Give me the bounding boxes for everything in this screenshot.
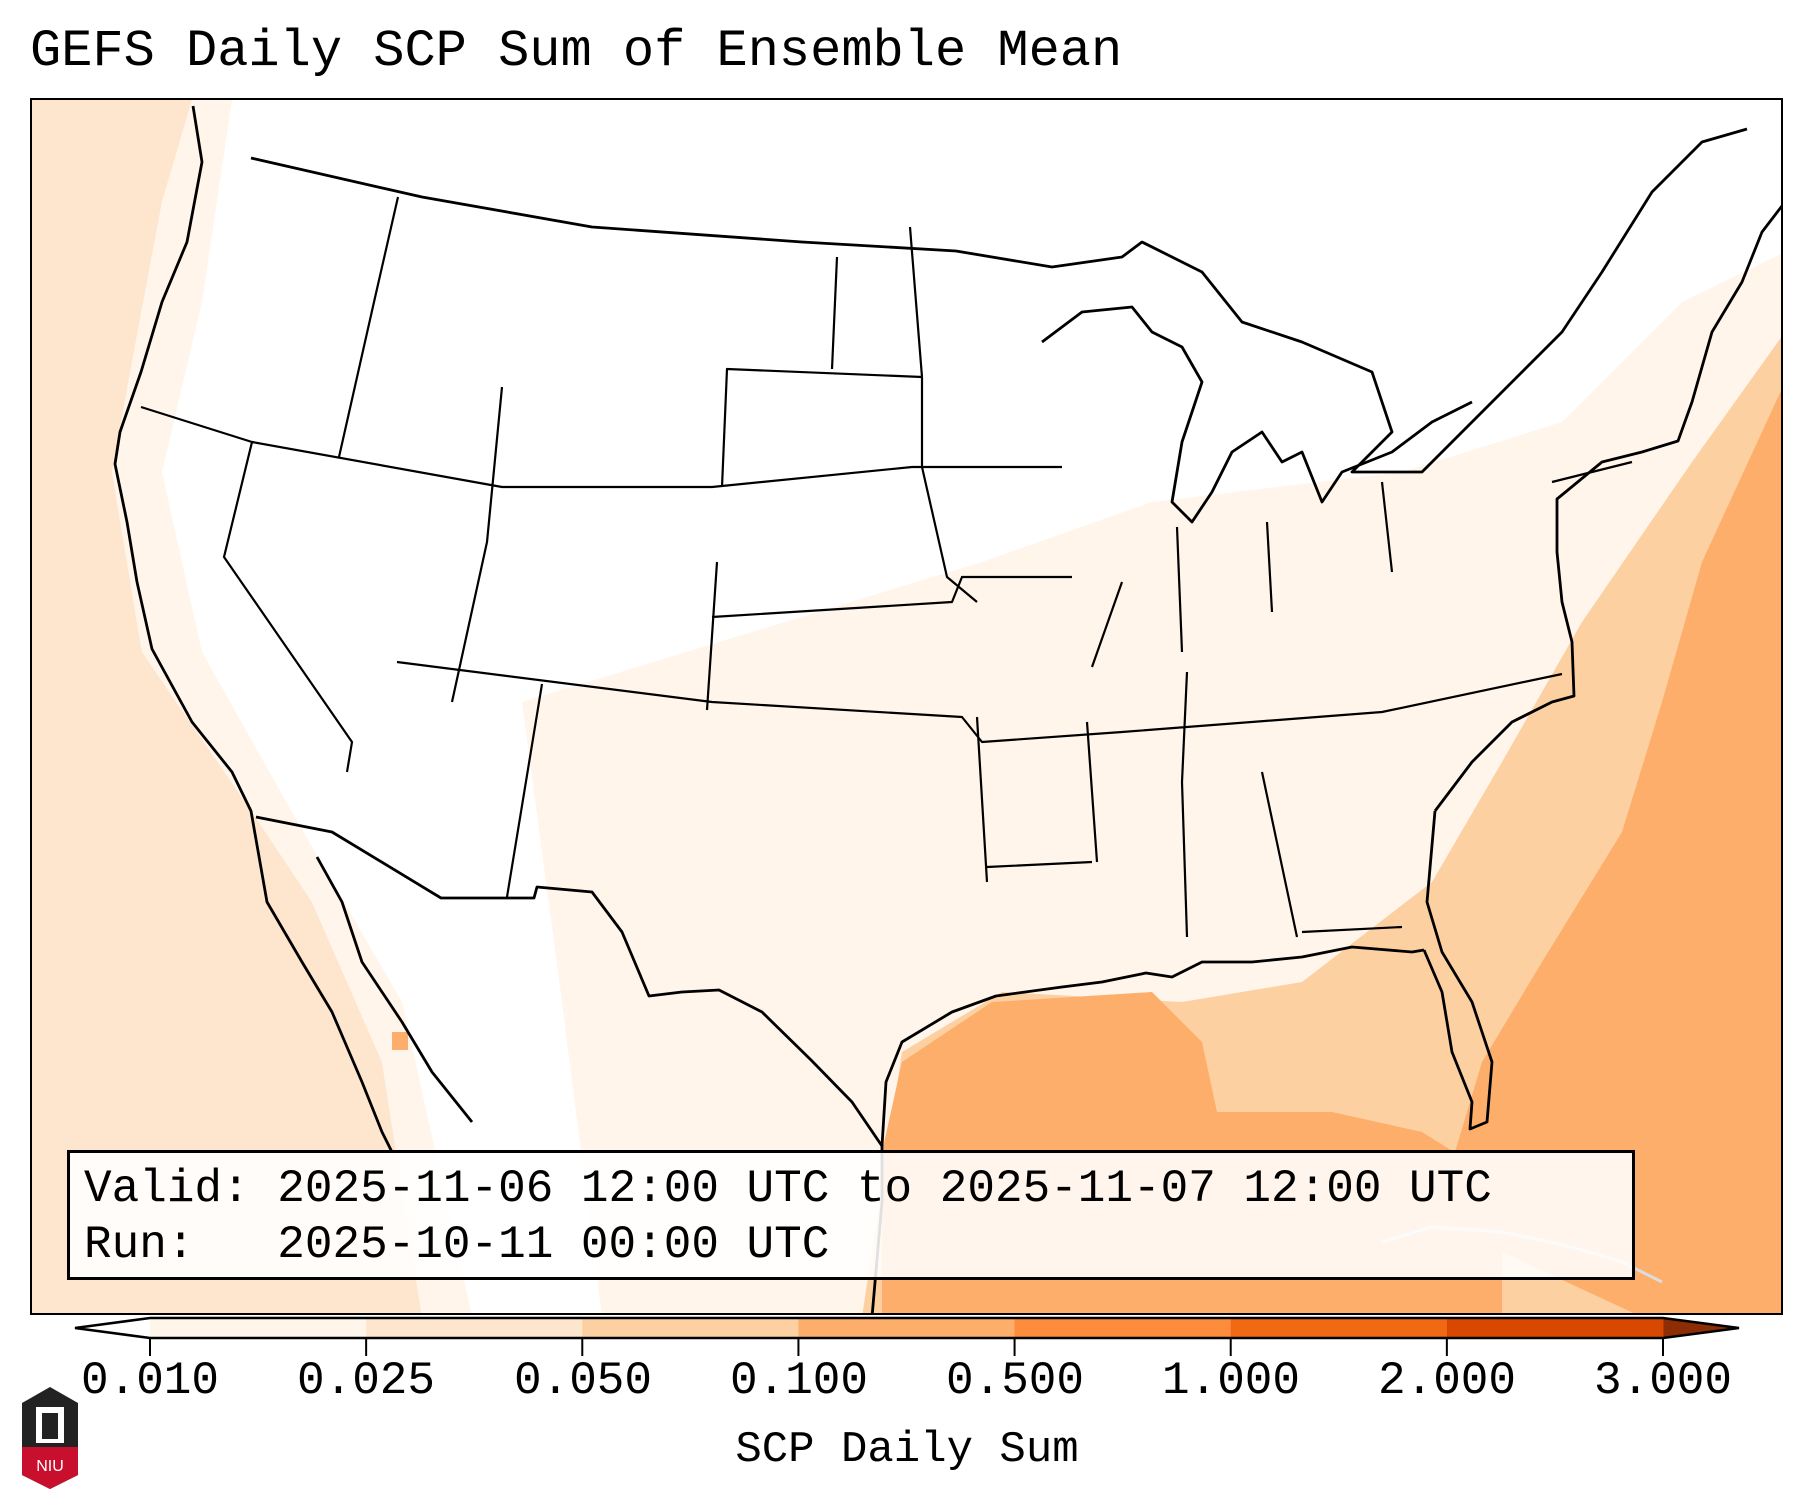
us-west-coast <box>113 105 394 1153</box>
cbar-segment <box>798 1318 1016 1338</box>
cbar-segment <box>582 1318 799 1338</box>
florida <box>1422 810 1494 1131</box>
cbar-tick-label: 0.010 <box>80 1355 220 1407</box>
cbar-tick-label: 0.100 <box>729 1355 869 1407</box>
shade-mexico-spot <box>392 1032 408 1050</box>
cbar-segment <box>366 1318 583 1338</box>
canada-border <box>250 127 1748 474</box>
scp-shading <box>32 100 1781 1313</box>
cbar-over-arrow <box>1663 1318 1739 1338</box>
great-lakes <box>1041 305 1473 524</box>
east-coast <box>1433 204 1781 812</box>
colorbar-label: SCP Daily Sum <box>735 1425 1079 1475</box>
shade-pacific-light <box>32 100 422 1313</box>
valid-label: Valid: <box>84 1163 250 1215</box>
cbar-tick-label: 0.025 <box>296 1355 436 1407</box>
cbar-tick-label: 0.050 <box>513 1355 653 1407</box>
chart-title: GEFS Daily SCP Sum of Ensemble Mean <box>30 22 1123 81</box>
cbar-tick-label: 2.000 <box>1377 1355 1517 1407</box>
svg-text:NIU: NIU <box>36 1458 64 1475</box>
cbar-segment <box>150 1318 367 1338</box>
colorbar <box>74 1316 1740 1356</box>
cbar-tick-label: 0.500 <box>945 1355 1085 1407</box>
valid-run-box: Valid: 2025-11-06 12:00 UTC to 2025-11-0… <box>67 1150 1635 1280</box>
shade-atlantic-orange <box>1452 390 1781 1313</box>
cbar-segment <box>1446 1318 1664 1338</box>
map-svg <box>32 100 1781 1313</box>
cbar-tick-label: 1.000 <box>1161 1355 1301 1407</box>
cbar-segment <box>1014 1318 1232 1338</box>
gulf-coast <box>880 945 1425 1147</box>
niu-logo: NIU <box>22 1387 78 1489</box>
shade-pacific-faint <box>112 100 472 1313</box>
run-label: Run: <box>84 1219 195 1271</box>
valid-text: 2025-11-06 12:00 UTC to 2025-11-07 12:00… <box>277 1163 1492 1215</box>
baja-east-coast <box>315 856 474 1123</box>
cbar-segment <box>1230 1318 1448 1338</box>
state-lines <box>140 196 1633 938</box>
cbar-under-arrow <box>75 1318 150 1338</box>
cbar-tick-label: 3.000 <box>1593 1355 1733 1407</box>
mexico-border <box>255 815 884 1313</box>
map-panel <box>30 98 1783 1315</box>
run-text: 2025-10-11 00:00 UTC <box>277 1219 830 1271</box>
